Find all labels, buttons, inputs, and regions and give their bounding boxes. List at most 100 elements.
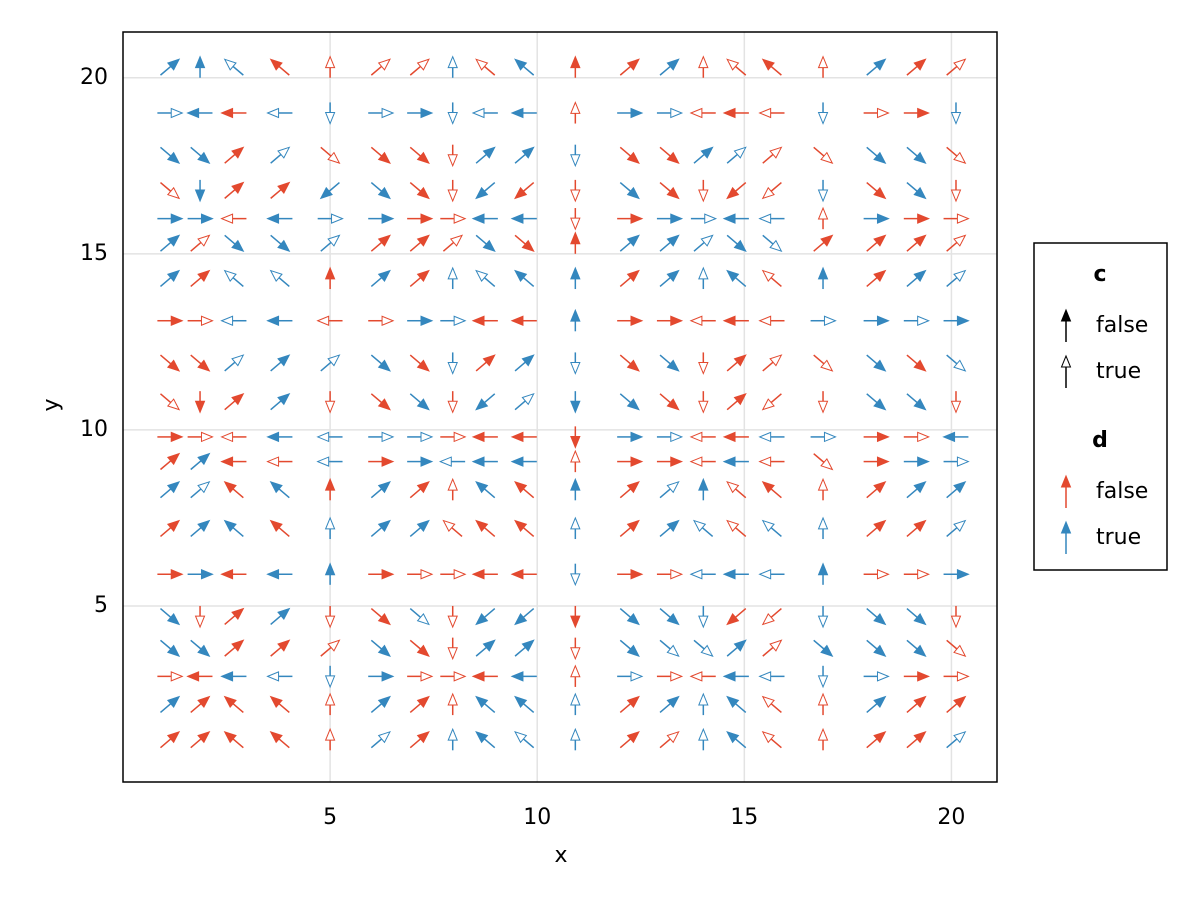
legend-title: c <box>1093 262 1106 287</box>
arrow-head <box>817 727 829 741</box>
arrow-head <box>761 398 775 411</box>
arrow <box>906 519 927 537</box>
arrow-head <box>630 107 644 119</box>
arrow-head <box>277 639 291 652</box>
arrow-head <box>475 695 489 709</box>
arrow <box>942 431 969 443</box>
arrow-head <box>381 431 395 443</box>
arrow-shaft <box>619 527 632 537</box>
arrow-head <box>666 234 680 247</box>
legend-item: true <box>1060 520 1141 554</box>
arrow-shaft <box>224 646 236 657</box>
arrow-head <box>626 519 640 533</box>
legend-item: false <box>1060 308 1148 342</box>
arrow-shaft <box>484 527 496 537</box>
arrow-head <box>510 569 524 580</box>
arrow <box>761 480 782 499</box>
arrow-shaft <box>726 234 738 245</box>
arrow-head <box>626 269 640 283</box>
arrow <box>617 107 644 119</box>
arrow-head <box>220 107 234 119</box>
arrow <box>758 671 785 682</box>
arrow <box>903 431 930 443</box>
arrow-head <box>331 213 344 224</box>
arrow-head <box>630 213 644 224</box>
arrow-head <box>514 519 528 533</box>
arrow-head <box>873 519 887 533</box>
arrow <box>160 639 181 657</box>
arrow <box>447 144 458 168</box>
arrow-shaft <box>514 361 526 372</box>
arrow-head <box>953 730 967 744</box>
arrow-head <box>761 612 775 626</box>
arrow <box>223 519 244 537</box>
arrow-head <box>913 58 927 71</box>
arrow <box>186 671 213 682</box>
arrow-shaft <box>866 703 878 714</box>
arrow <box>324 266 336 290</box>
arrow <box>270 181 291 199</box>
arrow-shaft <box>866 354 878 365</box>
arrow <box>817 55 829 78</box>
arrow-head <box>475 186 489 200</box>
arrow-head <box>324 266 336 280</box>
arrow <box>813 354 834 372</box>
arrow <box>514 354 535 372</box>
arrow-head <box>475 58 489 71</box>
arrow-shaft <box>770 703 782 714</box>
arrow <box>863 671 890 682</box>
arrow-shaft <box>514 153 526 164</box>
arrow <box>762 354 783 372</box>
arrow <box>689 315 716 326</box>
arrow-head <box>698 266 709 280</box>
arrow-head <box>917 315 930 326</box>
arrow-head <box>626 186 640 200</box>
arrow <box>447 266 458 290</box>
arrow <box>656 315 684 326</box>
arrow <box>510 671 537 682</box>
arrow-head <box>416 186 430 200</box>
arrow <box>187 431 214 443</box>
arrow-head <box>1060 308 1072 322</box>
arrow-head <box>324 112 336 125</box>
arrow <box>619 269 640 287</box>
arrow-head <box>381 107 395 119</box>
arrow <box>946 519 967 537</box>
arrow-head <box>510 456 524 467</box>
arrow <box>157 213 184 224</box>
arrow <box>570 101 581 124</box>
arrow <box>194 605 206 629</box>
arrow <box>698 179 709 203</box>
arrow-head <box>956 213 970 224</box>
arrow-head <box>471 315 485 326</box>
arrow-shaft <box>190 241 202 252</box>
arrow <box>224 639 245 657</box>
arrow-head <box>823 315 837 326</box>
arrow <box>409 58 430 76</box>
arrow-head <box>817 206 829 220</box>
arrow-shaft <box>946 488 958 499</box>
arrow <box>761 269 782 287</box>
arrow-head <box>319 186 333 200</box>
arrow-head <box>698 477 709 491</box>
arrow-head <box>817 675 829 689</box>
arrow <box>570 266 581 290</box>
arrow-head <box>758 671 772 682</box>
arrow <box>407 315 434 326</box>
arrow-head <box>666 58 680 71</box>
arrow <box>223 480 244 499</box>
legend-box <box>1033 242 1168 571</box>
arrow-shaft <box>906 65 918 76</box>
arrow-head <box>416 269 430 283</box>
arrow-head <box>913 398 927 411</box>
arrow-head <box>726 612 740 626</box>
arrow <box>190 730 211 749</box>
arrow <box>190 354 211 372</box>
arrow <box>160 393 181 411</box>
arrow-head <box>266 456 280 467</box>
arrow-head <box>514 730 528 744</box>
arrow <box>409 695 430 714</box>
arrow <box>220 431 247 443</box>
arrow <box>817 562 829 585</box>
arrow <box>514 480 535 499</box>
